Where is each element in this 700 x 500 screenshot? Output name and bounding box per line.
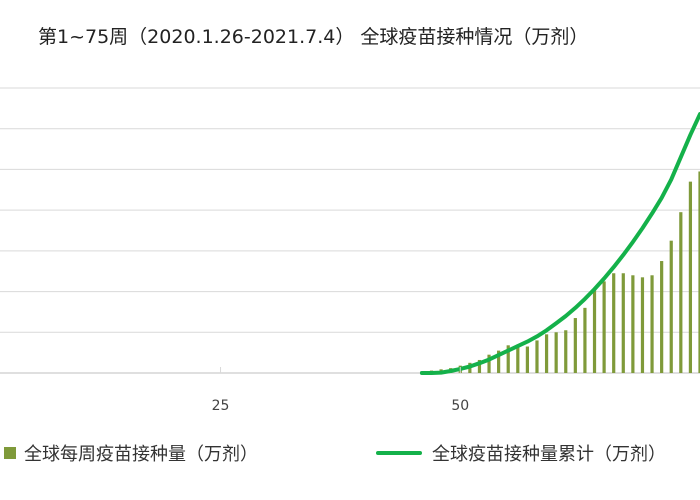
weekly-bar bbox=[497, 350, 501, 373]
x-axis: 25 50 bbox=[212, 367, 469, 414]
weekly-bar bbox=[631, 275, 635, 373]
weekly-bar bbox=[602, 281, 606, 373]
weekly-bar bbox=[669, 240, 673, 373]
weekly-bar bbox=[487, 354, 491, 373]
gridlines bbox=[0, 87, 700, 374]
weekly-bar bbox=[650, 275, 654, 373]
weekly-bar bbox=[688, 181, 693, 373]
weekly-bar bbox=[698, 171, 700, 373]
legend-label-weekly: 全球每周疫苗接种量（万剂） bbox=[24, 444, 258, 465]
weekly-bar bbox=[535, 340, 539, 373]
legend-swatch-cumulative bbox=[376, 451, 422, 455]
weekly-bar bbox=[516, 344, 520, 373]
weekly-bar bbox=[525, 346, 529, 373]
legend: 全球每周疫苗接种量（万剂） 全球疫苗接种量累计（万剂） bbox=[0, 440, 700, 470]
weekly-bar bbox=[506, 345, 510, 373]
weekly-bar bbox=[544, 334, 549, 373]
weekly-bar bbox=[564, 330, 568, 373]
weekly-bar bbox=[583, 307, 587, 373]
weekly-bar bbox=[660, 261, 664, 373]
legend-item-weekly: 全球每周疫苗接种量（万剂） bbox=[4, 440, 258, 466]
weekly-bar bbox=[640, 277, 645, 373]
legend-item-cumulative: 全球疫苗接种量累计（万剂） bbox=[376, 440, 666, 466]
cumulative-line bbox=[419, 112, 700, 375]
weekly-bar bbox=[573, 318, 577, 373]
weekly-bar bbox=[621, 273, 625, 373]
weekly-bar bbox=[592, 289, 597, 373]
chart-title: 第1~75周（2020.1.26-2021.7.4） 全球疫苗接种情况（万剂） bbox=[38, 26, 589, 48]
weekly-bar bbox=[477, 359, 482, 373]
legend-swatch-weekly bbox=[4, 447, 16, 459]
legend-label-cumulative: 全球疫苗接种量累计（万剂） bbox=[432, 444, 666, 465]
weekly-bar bbox=[679, 212, 683, 373]
x-tick-label: 50 bbox=[451, 398, 469, 414]
line-series bbox=[419, 112, 700, 375]
weekly-bar bbox=[554, 332, 558, 373]
weekly-bar bbox=[612, 273, 616, 373]
x-tick-label: 25 bbox=[212, 398, 230, 414]
